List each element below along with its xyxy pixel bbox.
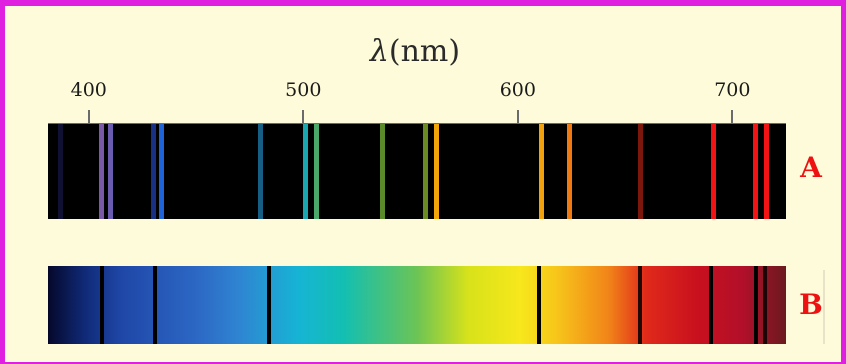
tick-700 <box>731 110 734 126</box>
lambda-symbol: λ <box>369 34 389 69</box>
emission-line-430nm <box>150 124 156 219</box>
tick-400 <box>87 110 90 126</box>
emission-line-716nm <box>764 124 770 219</box>
absorption-line-690nm <box>708 266 713 344</box>
tick-label-500: 500 <box>285 79 322 101</box>
axis-unit: (nm) <box>388 34 461 69</box>
spectrum-label-b: B <box>799 288 823 321</box>
emission-line-387nm <box>58 124 64 219</box>
tick-label-600: 600 <box>499 79 536 101</box>
tick-500 <box>302 110 305 126</box>
absorption-spectrum-b <box>48 266 786 344</box>
absorption-line-431nm <box>153 266 158 344</box>
emission-line-691nm <box>710 124 716 219</box>
tick-label-400: 400 <box>70 79 107 101</box>
emission-line-562nm <box>433 124 439 219</box>
emission-line-537nm <box>380 124 386 219</box>
absorption-line-715nm <box>762 266 767 344</box>
emission-line-506nm <box>313 124 319 219</box>
spectrum-label-a: A <box>800 151 822 184</box>
axis-title: λ(nm) <box>335 34 495 69</box>
absorption-line-711nm <box>753 266 758 344</box>
emission-line-624nm <box>566 124 572 219</box>
absorption-line-610nm <box>537 266 542 344</box>
emission-line-501nm <box>302 124 308 219</box>
emission-line-557nm <box>423 124 429 219</box>
absorption-line-657nm <box>638 266 643 344</box>
emission-spectrum-a <box>48 124 786 219</box>
tick-label-700: 700 <box>714 79 751 101</box>
emission-line-611nm <box>538 124 544 219</box>
emission-line-406nm <box>99 124 105 219</box>
emission-line-480nm <box>257 124 263 219</box>
emission-line-711nm <box>753 124 759 219</box>
emission-line-434nm <box>159 124 165 219</box>
absorption-line-406nm <box>99 266 104 344</box>
emission-line-410nm <box>107 124 113 219</box>
absorption-line-484nm <box>266 266 271 344</box>
emission-line-657nm <box>637 124 643 219</box>
tick-600 <box>516 110 519 126</box>
spectrum-b-edge <box>823 270 825 344</box>
